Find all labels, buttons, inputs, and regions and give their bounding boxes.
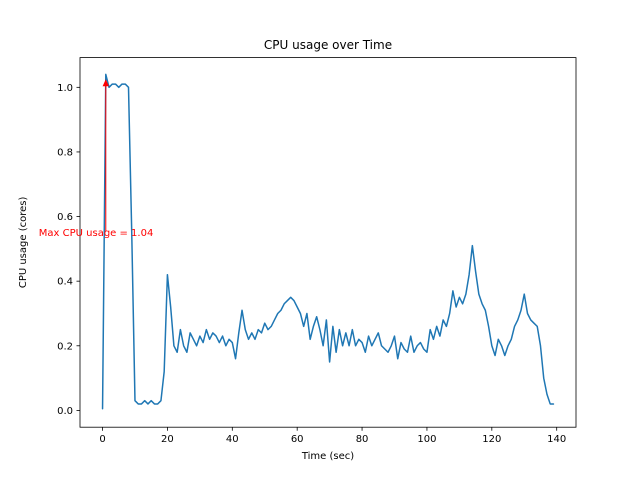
y-tick-label: 0.2 (57, 341, 73, 352)
x-tick-label: 140 (547, 434, 566, 445)
x-tick-label: 20 (161, 434, 174, 445)
cpu-usage-line (101, 73, 555, 410)
y-tick-label: 0.0 (57, 406, 73, 417)
y-tick-label: 0.4 (57, 277, 73, 288)
chart-title: CPU usage over Time (264, 38, 392, 52)
x-axis-ticks: 0 20 40 60 80 100 120 140 (99, 427, 566, 445)
x-tick-label: 120 (482, 434, 501, 445)
x-axis-label: Time (sec) (301, 451, 354, 462)
y-tick-label: 0.8 (57, 147, 73, 158)
y-axis-ticks: 0.0 0.2 0.4 0.6 0.8 1.0 (57, 83, 80, 417)
max-annotation-text: Max CPU usage = 1.04 (39, 228, 154, 239)
y-tick-label: 1.0 (57, 83, 73, 94)
max-annotation-arrow (102, 79, 109, 232)
plot-area (79, 57, 577, 428)
y-axis-label: CPU usage (cores) (18, 197, 29, 289)
x-tick-label: 40 (226, 434, 239, 445)
y-tick-label: 0.6 (57, 212, 73, 223)
x-tick-label: 60 (291, 434, 304, 445)
x-tick-label: 0 (99, 434, 105, 445)
annotation-arrow-head (102, 79, 109, 87)
x-tick-label: 80 (356, 434, 369, 445)
x-tick-label: 100 (417, 434, 436, 445)
